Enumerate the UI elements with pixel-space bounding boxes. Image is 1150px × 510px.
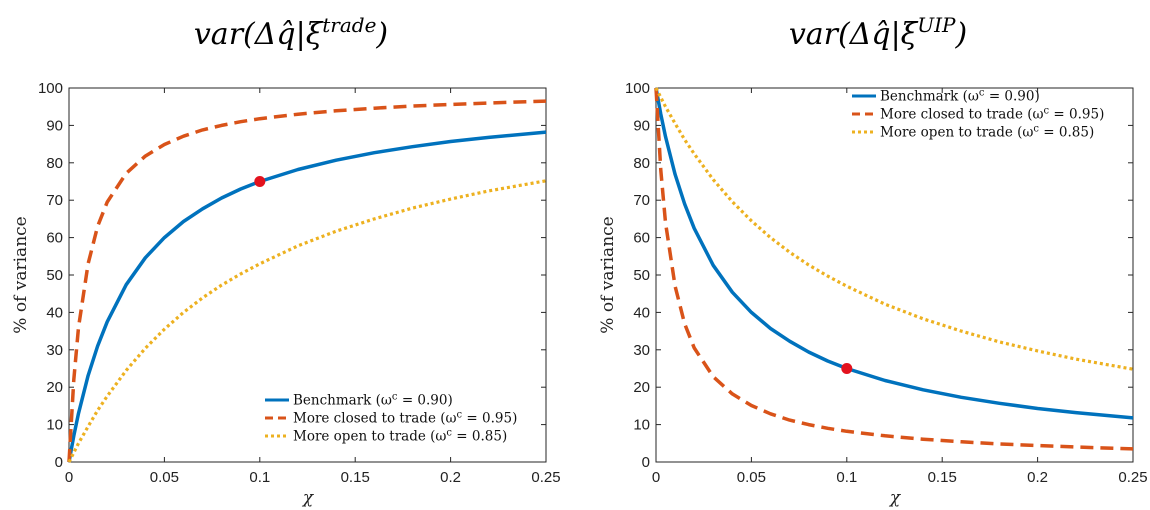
series-line-2: [654, 87, 1134, 451]
y-tick-label: 20: [633, 379, 650, 396]
x-tick-label: 0.2: [440, 469, 461, 486]
chart-left-trade: var(Δq̂|ξtrade) % of variance χ 0 0.05 0.1…: [11, 13, 561, 508]
legend-label-2: More closed to trade (ωc = 0.95): [880, 106, 1104, 123]
series-line-1: [654, 87, 1134, 420]
y-tick-label: 50: [46, 267, 63, 284]
y-axis-label: % of variance: [598, 216, 618, 333]
x-tick-label: 0: [652, 469, 660, 486]
legend: Benchmark (ωc = 0.90)More closed to trad…: [265, 392, 517, 445]
y-tick-label: 80: [46, 155, 63, 172]
y-tick-label: 80: [633, 155, 650, 172]
legend-label-1: Benchmark (ωc = 0.90): [293, 392, 453, 409]
y-tick-label: 60: [633, 230, 650, 247]
chart-title: var(Δq̂|ξtrade): [194, 13, 388, 52]
chart-right-uip: var(Δq̂|ξUIP) % of variance χ 0 0.05 0.1 0.…: [598, 13, 1148, 508]
legend-label-3: More open to trade (ωc = 0.85): [880, 124, 1094, 141]
legend: Benchmark (ωc = 0.90)More closed to trad…: [852, 88, 1104, 141]
plot-area: 0 0.05 0.1 0.15 0.2 0.25 0 10 20 30 40 50 60 70 80 90 10…: [625, 80, 1148, 486]
x-tick-label: 0.1: [836, 469, 857, 486]
series-line-2: [67, 99, 547, 463]
y-tick-label: 10: [46, 417, 63, 434]
y-tick-label: 30: [633, 342, 650, 359]
y-axis-label: % of variance: [11, 216, 31, 333]
y-tick-label: 90: [633, 117, 650, 134]
x-axis-label: χ: [889, 488, 902, 508]
y-tick-label: 90: [46, 117, 63, 134]
y-tick-label: 0: [642, 454, 650, 471]
y-tick-label: 10: [633, 417, 650, 434]
x-tick-label: 0.25: [531, 469, 560, 486]
y-tick-label: 0: [55, 454, 63, 471]
x-tick-label: 0.05: [150, 469, 179, 486]
x-tick-label: 0.1: [249, 469, 270, 486]
axes-box: [655, 87, 1134, 463]
highlight-point-marker: [841, 363, 853, 374]
x-tick-label: 0: [65, 469, 73, 486]
series-line-1: [67, 130, 547, 463]
x-tick-label: 0.05: [737, 469, 766, 486]
y-tick-label: 40: [46, 304, 63, 321]
y-tick-label: 50: [633, 267, 650, 284]
x-tick-label: 0.15: [341, 469, 370, 486]
y-tick-label: 100: [625, 80, 650, 97]
y-tick-label: 70: [633, 192, 650, 209]
y-tick-label: 60: [46, 230, 63, 247]
legend-label-3: More open to trade (ωc = 0.85): [293, 428, 507, 445]
plot-area: 0 0.05 0.1 0.15 0.2 0.25 0 10 20 30 40 50 60 70 80 90 10…: [38, 80, 561, 486]
legend-label-2: More closed to trade (ωc = 0.95): [293, 410, 517, 427]
x-tick-label: 0.2: [1027, 469, 1048, 486]
x-axis-label: χ: [302, 488, 315, 508]
y-tick-label: 70: [46, 192, 63, 209]
chart-title: var(Δq̂|ξUIP): [789, 13, 967, 52]
y-tick-label: 40: [633, 304, 650, 321]
legend-label-1: Benchmark (ωc = 0.90): [880, 88, 1040, 105]
x-tick-label: 0.25: [1118, 469, 1147, 486]
y-tick-label: 100: [38, 80, 63, 97]
highlight-point-marker: [254, 176, 266, 187]
y-tick-label: 20: [46, 379, 63, 396]
x-tick-label: 0.15: [928, 469, 957, 486]
y-tick-label: 30: [46, 342, 63, 359]
